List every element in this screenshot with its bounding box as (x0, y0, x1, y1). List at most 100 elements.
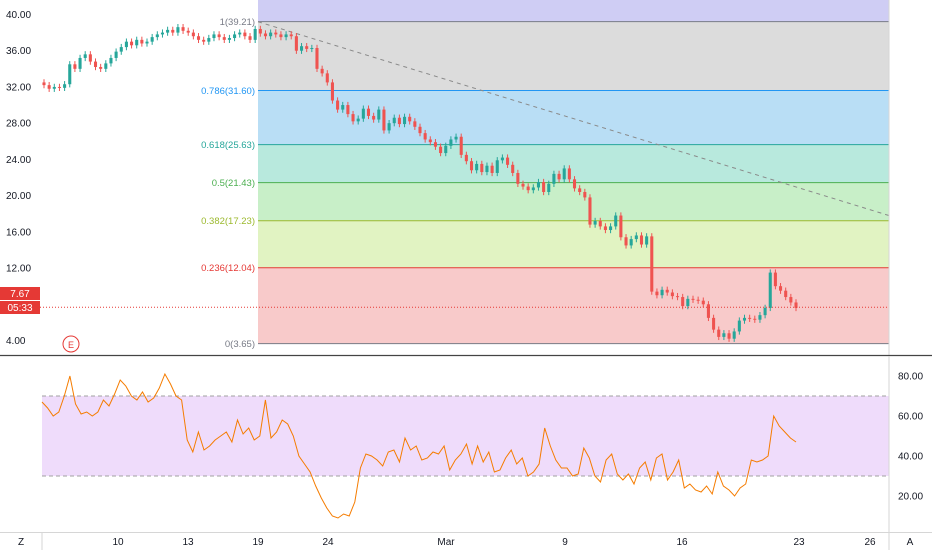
candle-body (572, 179, 577, 189)
candle-body (650, 236, 654, 292)
candle-body (42, 82, 46, 86)
candle-body (665, 289, 669, 293)
candle-body (578, 188, 582, 192)
candle-body (202, 39, 206, 42)
candle-body (140, 39, 144, 44)
candle-body (768, 272, 772, 308)
candle-body (459, 136, 463, 155)
candle-body (330, 82, 334, 101)
candle-body (382, 109, 386, 131)
candle-body (135, 39, 139, 46)
candle-body (645, 236, 649, 245)
candle-body (73, 64, 77, 69)
candle-body (114, 51, 118, 58)
candle-body (681, 297, 685, 307)
fib-band (258, 267, 889, 344)
candle-body (284, 34, 288, 38)
candle-body (366, 108, 371, 116)
price-badge: 7.67 (0, 287, 40, 300)
candle-body (712, 317, 716, 330)
candle-body (253, 28, 257, 40)
fib-level-label: 0(3.65) (225, 339, 255, 350)
time-tick-label: 16 (676, 537, 688, 548)
candle-body (629, 239, 633, 246)
rsi-band-fill (42, 396, 889, 476)
candle-body (243, 32, 247, 37)
candle-body (624, 237, 628, 246)
earnings-marker[interactable]: E (62, 335, 80, 353)
candle-body (758, 315, 762, 320)
candle-body (176, 27, 180, 33)
candle-body (655, 291, 659, 296)
candle-body (603, 226, 607, 231)
candle-body (310, 47, 314, 49)
fib-band (258, 182, 889, 221)
trendline[interactable] (257, 21, 890, 217)
candle-body (233, 34, 237, 39)
candle-body (57, 86, 61, 88)
candle-body (516, 172, 520, 184)
candle-body (423, 133, 427, 140)
earnings-marker-label: E (68, 340, 74, 350)
candle-body (403, 116, 407, 125)
fib-band (258, 144, 889, 183)
candle-body (660, 289, 664, 296)
candle-body (145, 41, 149, 44)
candle-body (614, 215, 618, 227)
scale-z-button[interactable]: Z (18, 537, 24, 548)
candle-body (166, 29, 170, 33)
candle-body (263, 33, 268, 37)
price-tick-label: 28.00 (6, 119, 31, 130)
candle-body (433, 142, 437, 147)
rsi-tick-label: 60.00 (898, 412, 923, 423)
candle-body (320, 68, 324, 74)
candle-body (619, 215, 623, 238)
candle-body (784, 290, 788, 298)
price-tick-label: 40.00 (6, 10, 31, 21)
candle-body (789, 297, 793, 303)
candle-body (341, 105, 345, 110)
fibonacci-fills (258, 0, 889, 344)
auto-scale-button[interactable]: A (907, 537, 914, 548)
price-tick-label: 32.00 (6, 82, 31, 93)
fib-band-top (258, 0, 889, 22)
rsi-tick-label: 40.00 (898, 452, 923, 463)
candle-body (258, 28, 262, 34)
time-axis[interactable]: 10 13 19 24 Mar 9 16 23 26 (112, 537, 876, 548)
candle-body (464, 154, 468, 162)
candle-body (47, 85, 51, 89)
fib-level-label: 0.5(21.43) (212, 178, 255, 189)
candle-body (542, 182, 546, 192)
candle-body (52, 86, 56, 89)
fib-band (258, 21, 889, 91)
candle-body (531, 187, 535, 191)
price-tick-label: 20.00 (6, 191, 31, 202)
candle-body (346, 105, 350, 115)
price-tick-label: 36.00 (6, 46, 31, 57)
candle-body (773, 272, 777, 287)
time-tick-label: 19 (252, 537, 264, 548)
fib-level-label: 1(39.21) (220, 17, 255, 28)
candle-body (639, 235, 644, 245)
fib-level-label: 0.236(12.04) (201, 263, 255, 274)
candle-body (238, 32, 242, 35)
candle-body (150, 37, 154, 42)
candle-body (222, 37, 226, 40)
candle-body (717, 329, 721, 337)
candle-body (212, 34, 216, 39)
price-badge-value: 7.67 (10, 289, 30, 300)
candle-body (454, 136, 458, 140)
candle-body (207, 38, 211, 42)
candle-body (160, 32, 165, 35)
candle-body (763, 307, 767, 316)
candle-body (794, 302, 798, 308)
candle-body (274, 32, 278, 35)
candle-body (609, 226, 613, 231)
time-tick-label: 24 (322, 537, 334, 548)
candle-body (155, 34, 159, 38)
price-tick-label: 4.00 (6, 336, 26, 347)
candle-body (351, 114, 355, 122)
candle-body (675, 296, 680, 298)
rsi-axis[interactable]: 80.00 60.00 40.00 20.00 (898, 372, 923, 503)
